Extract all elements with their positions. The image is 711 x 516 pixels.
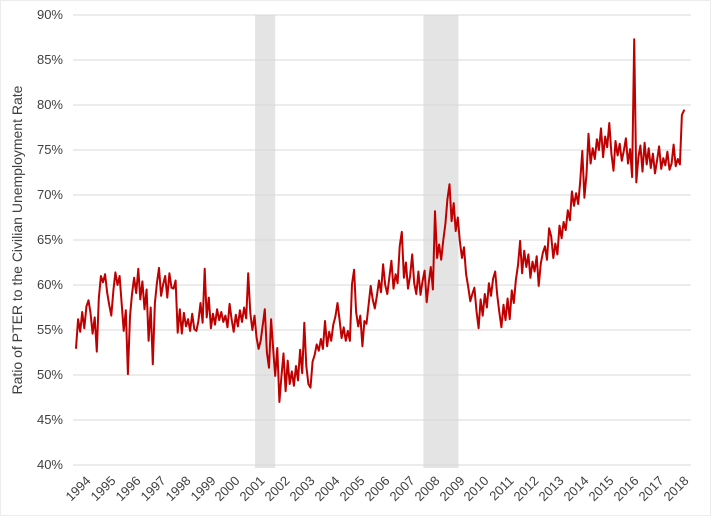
recession-band — [255, 15, 276, 468]
y-tick-label: 70% — [36, 187, 63, 202]
recession-band — [423, 15, 459, 468]
pter-ratio-line — [75, 38, 685, 403]
y-tick-label: 65% — [36, 232, 63, 247]
y-tick-label: 90% — [36, 7, 63, 22]
y-tick-label: 85% — [36, 52, 63, 67]
y-tick-label: 45% — [36, 412, 63, 427]
y-tick-label: 55% — [36, 322, 63, 337]
y-tick-label: 80% — [36, 97, 63, 112]
y-tick-label: 40% — [36, 457, 63, 472]
y-tick-label: 50% — [36, 367, 63, 382]
y-tick-label: 60% — [36, 277, 63, 292]
y-tick-label: 75% — [36, 142, 63, 157]
